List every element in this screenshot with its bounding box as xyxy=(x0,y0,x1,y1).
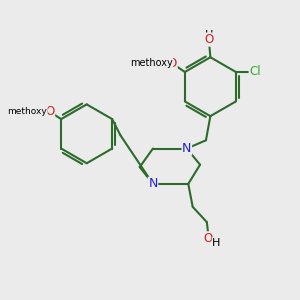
Text: H: H xyxy=(205,30,213,40)
Text: methoxy: methoxy xyxy=(8,106,47,116)
Text: O: O xyxy=(45,105,55,118)
Text: methoxy: methoxy xyxy=(130,58,173,68)
Text: O: O xyxy=(168,57,177,70)
Text: H: H xyxy=(212,238,221,248)
Text: N: N xyxy=(182,142,191,155)
Text: Cl: Cl xyxy=(249,65,261,79)
Text: O: O xyxy=(204,232,213,245)
Text: N: N xyxy=(148,177,158,190)
Text: O: O xyxy=(204,33,214,46)
